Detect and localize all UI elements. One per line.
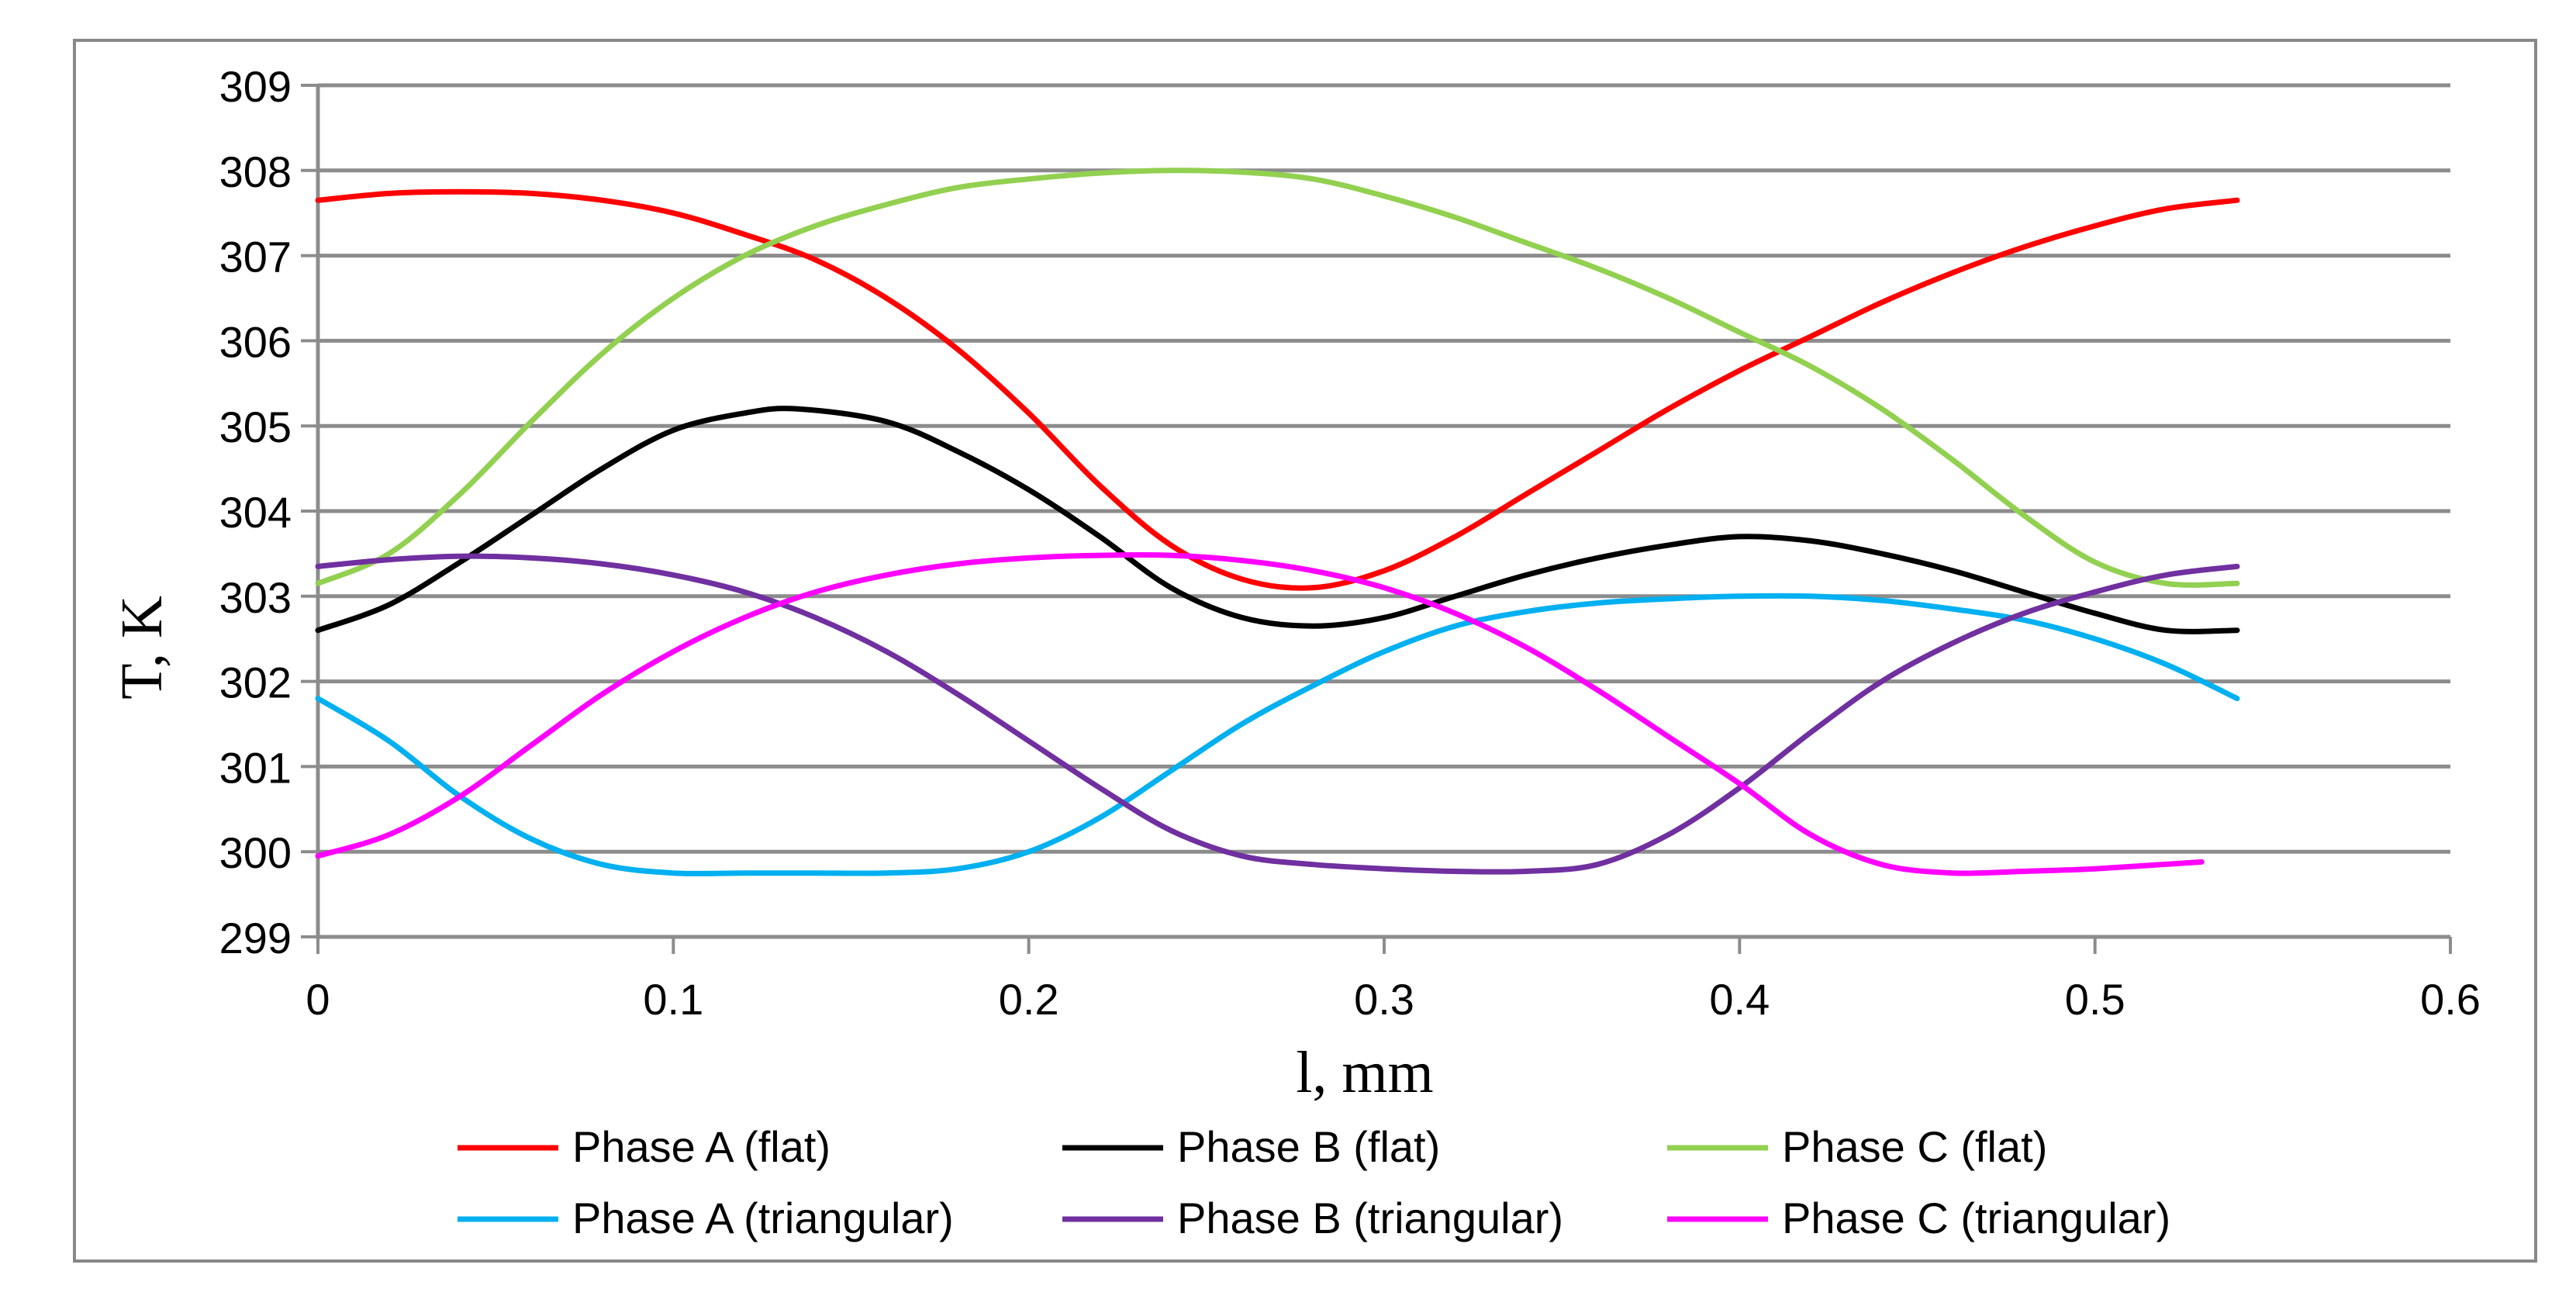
legend: Phase A (flat) Phase B (flat) Phase C (fla… [458, 1122, 2170, 1242]
x-tick-label: 0.5 [2065, 975, 2125, 1024]
legend-label: Phase B (flat) [1177, 1122, 1440, 1171]
x-tick-label: 0 [306, 975, 330, 1024]
series-line-phase-c-triangular [315, 551, 2205, 876]
legend-item-phase-a-flat: Phase A (flat) [458, 1122, 830, 1171]
y-tick-label: 302 [219, 658, 292, 707]
legend-item-phase-c-flat: Phase C (flat) [1667, 1122, 2047, 1171]
legend-label: Phase B (triangular) [1177, 1194, 1563, 1242]
y-tick-label: 301 [219, 743, 292, 792]
y-tick-label: 307 [219, 233, 292, 282]
y-tick-label: 306 [219, 317, 292, 366]
legend-item-phase-c-triangular: Phase C (triangular) [1667, 1194, 2170, 1242]
gridlines [318, 83, 2450, 854]
x-tick-label: 0.1 [643, 975, 703, 1024]
series-line-phase-b-flat [315, 406, 2240, 634]
x-tick-label: 0.6 [2420, 975, 2481, 1024]
y-tick-label: 303 [219, 573, 292, 622]
legend-item-phase-b-triangular: Phase B (triangular) [1062, 1194, 1563, 1242]
legend-item-phase-a-triangular: Phase A (triangular) [458, 1194, 954, 1242]
legend-label: Phase C (triangular) [1782, 1194, 2170, 1242]
series-line-phase-a-triangular [315, 593, 2240, 876]
series-lines [315, 168, 2240, 876]
series-line-phase-c-flat [315, 168, 2240, 588]
y-tick-label: 300 [219, 828, 292, 877]
series-line-phase-b-triangular [315, 553, 2240, 875]
x-tick-label: 0.2 [999, 975, 1059, 1024]
tick-labels: 299 300 301 302 303 304 305 306 307 308 309 0 0.1 0.2… [219, 62, 2481, 1024]
series-line-phase-a-flat [315, 188, 2240, 591]
legend-label: Phase A (flat) [572, 1122, 830, 1171]
axes [301, 84, 2452, 954]
x-tick-label: 0.3 [1354, 975, 1414, 1024]
x-axis-title: l, mm [1296, 1040, 1433, 1105]
y-tick-label: 308 [219, 147, 292, 196]
legend-item-phase-b-flat: Phase B (flat) [1062, 1122, 1440, 1171]
y-tick-label: 305 [219, 403, 292, 451]
y-tick-label: 299 [219, 914, 292, 962]
y-axis-title: T, K [109, 596, 174, 700]
x-tick-label: 0.4 [1709, 975, 1770, 1024]
legend-label: Phase A (triangular) [572, 1194, 954, 1242]
legend-label: Phase C (flat) [1782, 1122, 2047, 1171]
y-tick-label: 309 [219, 62, 292, 111]
y-tick-label: 304 [219, 488, 292, 537]
